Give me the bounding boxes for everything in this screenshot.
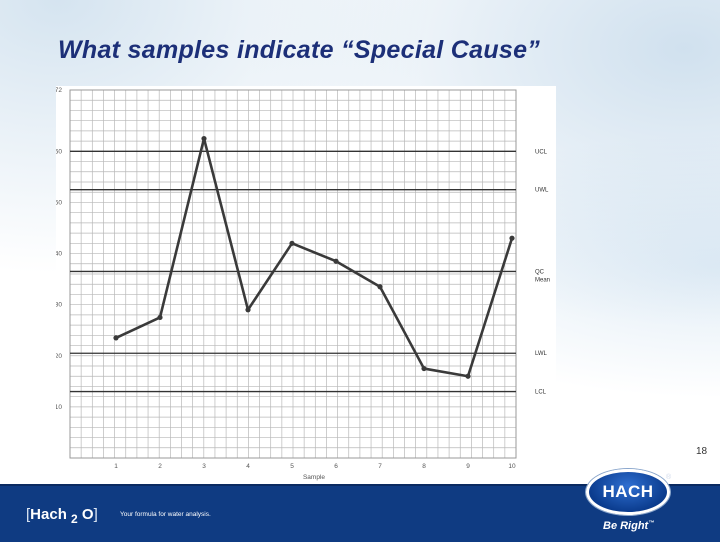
footer-bar: [Hach 2 O] Your formula for water analys… (0, 469, 720, 542)
brand-sub: 2 (71, 512, 78, 526)
control-line-label: Mean (535, 277, 550, 283)
x-axis-label: Sample (303, 474, 325, 481)
data-point (333, 258, 339, 264)
y-tick-label: 30 (56, 302, 62, 309)
data-point (509, 235, 515, 241)
y-tick-label: 50 (56, 199, 62, 206)
x-tick-label: 6 (334, 463, 338, 470)
control-line-label: LWL (535, 351, 548, 357)
slide-title: What samples indicate “Special Cause” (58, 36, 541, 64)
y-tick-label: 10 (56, 404, 62, 411)
control-line-label: UWL (535, 188, 549, 194)
x-tick-label: 10 (508, 463, 516, 470)
page-number: 18 (696, 446, 708, 457)
logo-text: HACH (602, 482, 654, 501)
data-point (157, 314, 163, 321)
x-tick-label: 1 (114, 463, 118, 470)
x-tick-label: 5 (290, 463, 294, 470)
control-chart: UCL UWL QC Mean LWL LCL 10 20 30 40 50 60 72 1 2 3 4 5 6 7 8… (56, 87, 550, 481)
brand-left: Hach (30, 506, 67, 523)
y-tick-label: 20 (56, 353, 62, 360)
chart-panel: UCL UWL QC Mean LWL LCL 10 20 30 40 50 60 72 1 2 3 4 5 6 7 8… (56, 86, 556, 484)
series-line (114, 137, 514, 378)
brand-right: O (81, 506, 94, 523)
y-tick-label: 40 (56, 251, 62, 258)
registered-mark: ® (666, 474, 672, 481)
slogan-text: Be Right (603, 520, 649, 532)
data-point (377, 284, 383, 290)
slogan: Be Right™ (603, 520, 654, 532)
y-tick-label: 60 (56, 148, 62, 155)
control-line-label: QC (535, 269, 545, 275)
x-tick-label: 3 (202, 463, 206, 470)
x-tick-label: 7 (378, 463, 382, 470)
trademark-mark: ™ (648, 520, 655, 527)
x-tick-label: 8 (422, 463, 426, 470)
plot-frame (69, 89, 517, 459)
data-point (245, 307, 251, 313)
data-point (421, 365, 427, 372)
control-line-label: UCL (535, 149, 548, 155)
x-tick-label: 2 (158, 463, 162, 470)
hach-logo: HACH (586, 469, 670, 515)
control-line-label: LCL (535, 390, 547, 396)
y-tick-label: 72 (56, 87, 62, 94)
data-point (201, 135, 207, 142)
tagline: Your formula for water analysis. (120, 511, 211, 518)
x-tick-label: 4 (246, 463, 250, 470)
hach2o-brand: [Hach 2 O] (26, 506, 98, 526)
x-tick-label: 9 (466, 463, 470, 470)
data-point (113, 335, 119, 341)
data-point (289, 240, 295, 246)
data-point (465, 373, 471, 379)
